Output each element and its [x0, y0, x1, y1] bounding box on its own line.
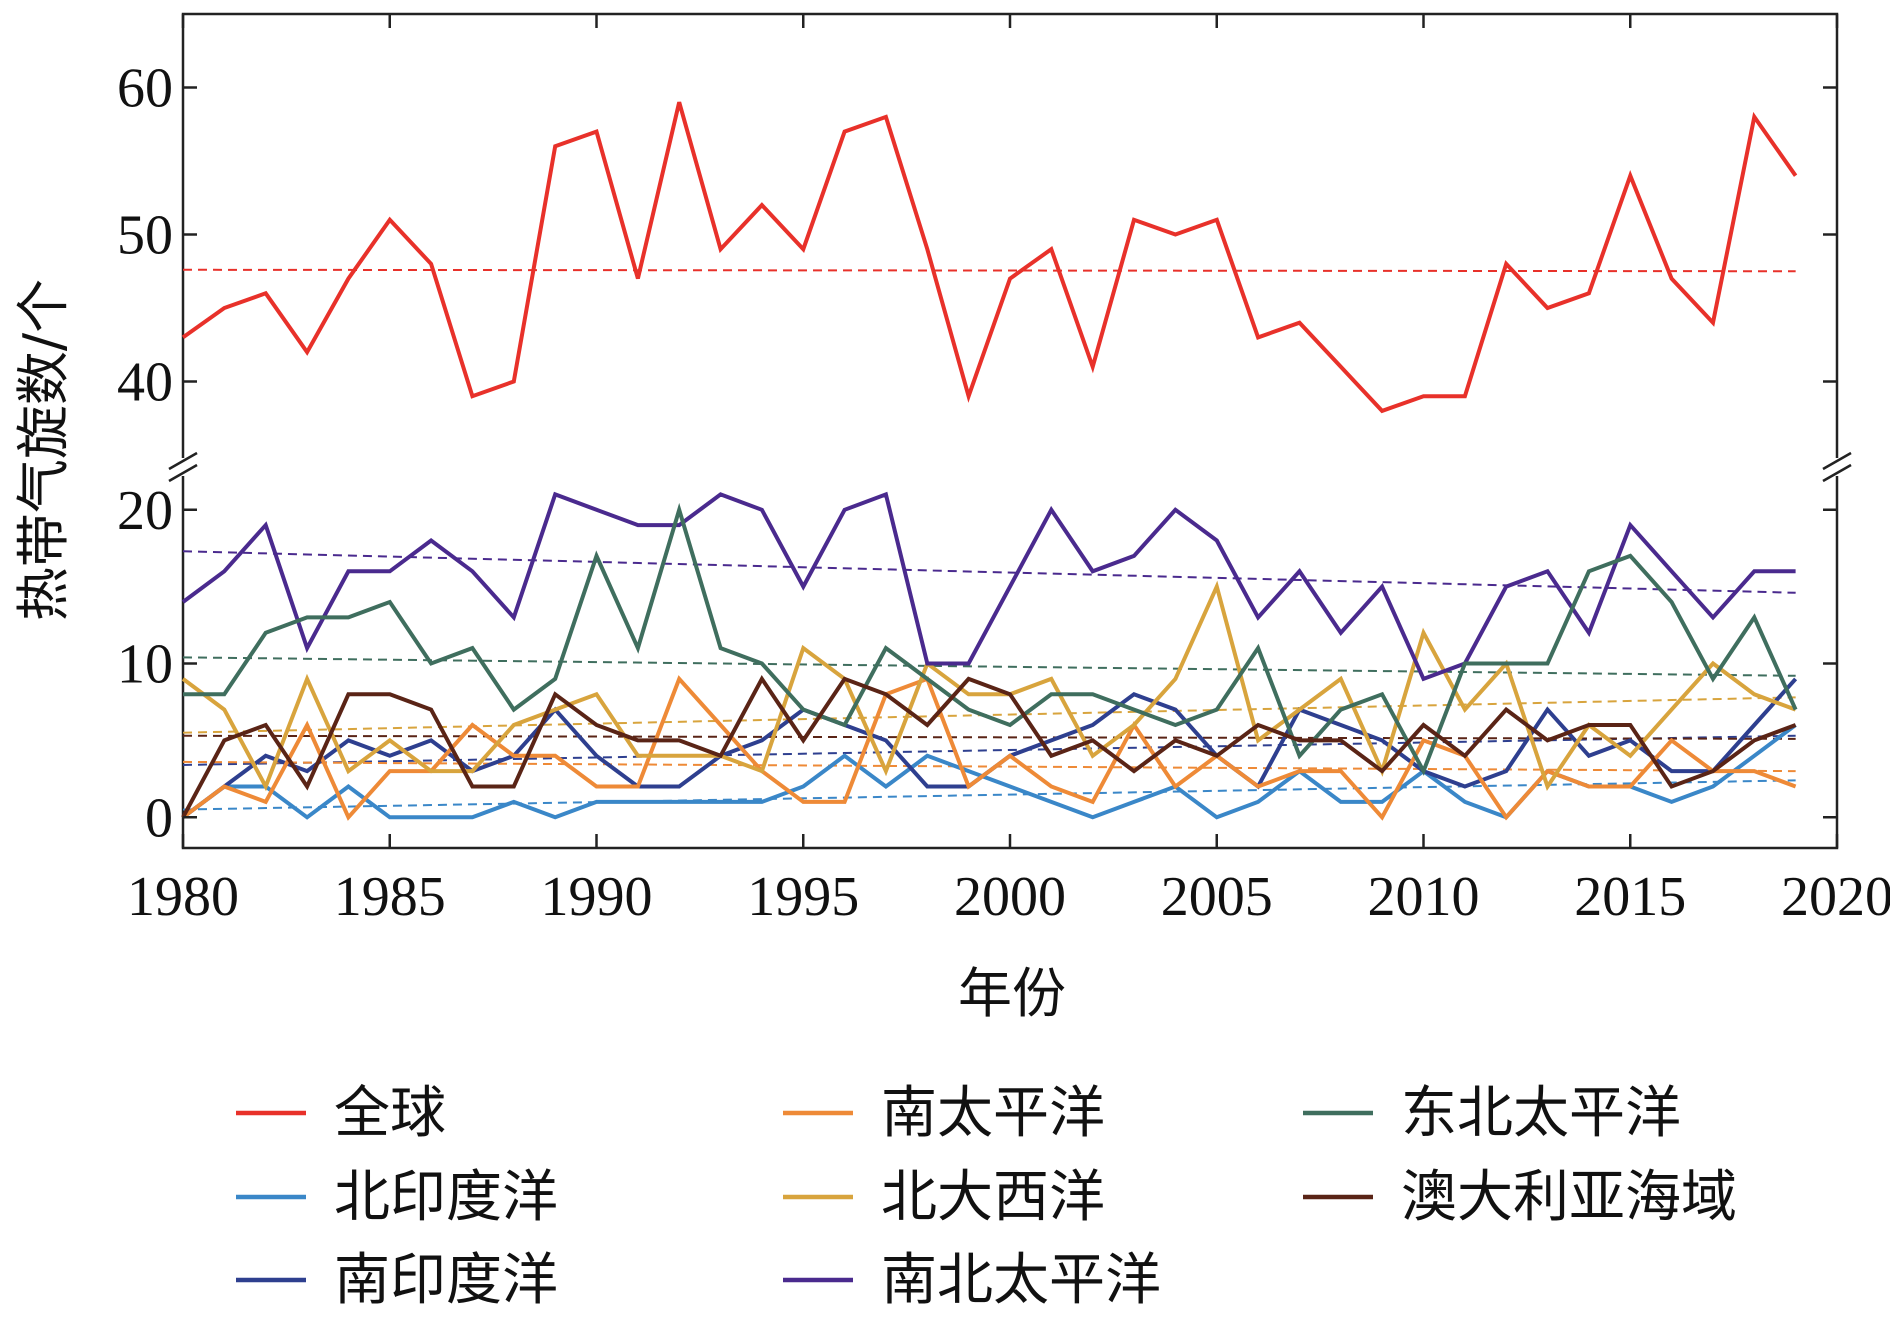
- legend-label: 南印度洋: [334, 1248, 558, 1313]
- legend-item: 澳大利亚海域: [1303, 1165, 1737, 1230]
- x-tick-label: 2020: [1781, 866, 1890, 928]
- axis-ticks: 40 50 60 0 10 20 1980 1985 1990 1995 2000 2005 2010 2…: [117, 14, 1890, 928]
- trend-line-7: [182, 656, 1796, 677]
- y-tick-label: 50: [117, 205, 173, 267]
- y-axis-title: 热带气旋数/个: [12, 279, 75, 621]
- y-tick-label: 40: [117, 352, 173, 414]
- legend-item: 东北太平洋: [1303, 1081, 1681, 1146]
- series-line-6: [181, 491, 1796, 682]
- axis-break-mark: [168, 463, 198, 483]
- series-line-1: [181, 101, 1798, 414]
- x-tick-label: 2015: [1574, 866, 1686, 928]
- y-tick-label: 20: [117, 480, 173, 542]
- series-line-3: [181, 677, 1798, 819]
- x-tick-label: 1995: [747, 866, 859, 928]
- legend-item: 北印度洋: [236, 1165, 558, 1230]
- trend-line-4: [182, 760, 1796, 773]
- axis-break-mark: [1822, 451, 1852, 471]
- series-line-4: [181, 675, 1797, 821]
- x-tick-label: 2010: [1368, 866, 1480, 928]
- y-tick-label: 10: [117, 634, 173, 696]
- trend-lines: [182, 268, 1796, 811]
- legend-label: 东北太平洋: [1401, 1081, 1681, 1146]
- legend-item: 全球: [236, 1081, 446, 1146]
- legend-label: 北大西洋: [881, 1165, 1105, 1230]
- legend-item: 南太平洋: [783, 1081, 1105, 1146]
- x-tick-label: 2000: [954, 866, 1066, 928]
- x-axis-title: 年份: [958, 962, 1066, 1025]
- legend-label: 南太平洋: [881, 1081, 1105, 1146]
- legend-label: 北印度洋: [334, 1165, 558, 1230]
- axis-break-mark: [168, 451, 198, 471]
- x-tick-label: 2005: [1161, 866, 1273, 928]
- legend-item: 北大西洋: [783, 1165, 1105, 1230]
- series-line-7: [183, 502, 1798, 776]
- series-lines: [181, 101, 1798, 821]
- legend-label: 全球: [334, 1081, 446, 1146]
- axis-break-mark: [1822, 463, 1852, 483]
- trend-line-2: [182, 779, 1796, 811]
- series-line-8: [181, 675, 1797, 819]
- trend-line-6: [182, 550, 1796, 594]
- legend-item: 南印度洋: [236, 1248, 558, 1313]
- x-tick-label: 1980: [127, 866, 239, 928]
- y-tick-label: 0: [145, 787, 173, 849]
- legend-label: 澳大利亚海域: [1401, 1165, 1737, 1230]
- x-tick-label: 1990: [541, 866, 653, 928]
- legend-label: 南北太平洋: [881, 1248, 1161, 1313]
- y-tick-label: 60: [117, 58, 173, 120]
- trend-line-1: [182, 268, 1796, 273]
- x-tick-label: 1985: [334, 866, 446, 928]
- legend-item: 南北太平洋: [783, 1248, 1161, 1313]
